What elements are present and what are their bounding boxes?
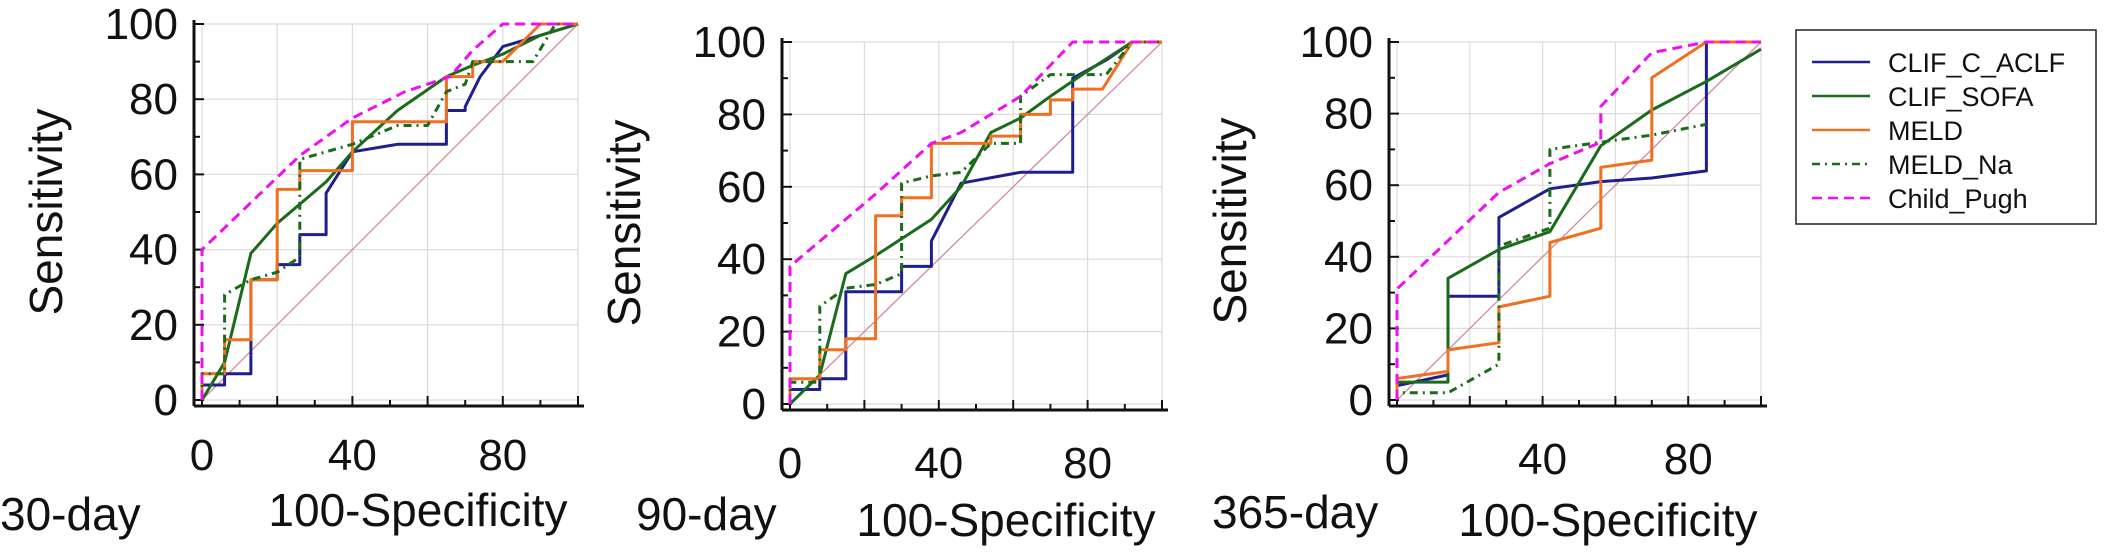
y-tick-label: 0 bbox=[1349, 376, 1373, 425]
series-line-MELD_Na bbox=[1395, 122, 1707, 400]
y-tick-label: 20 bbox=[1324, 304, 1373, 353]
series-line-MELD_Na bbox=[788, 40, 1162, 404]
series-line-MELD_Na bbox=[200, 22, 578, 400]
series-line-MELD bbox=[788, 40, 1162, 404]
legend-label-Child_Pugh: Child_Pugh bbox=[1888, 184, 2028, 214]
reference-diagonal bbox=[789, 41, 1163, 405]
series-line-CLIF_C_ACLF bbox=[1395, 40, 1761, 400]
y-tick-label: 100 bbox=[105, 0, 178, 49]
series-line-CLIF_SOFA bbox=[1395, 47, 1762, 400]
grid-lines bbox=[201, 23, 579, 401]
legend-label-CLIF_SOFA: CLIF_SOFA bbox=[1888, 82, 2034, 112]
roc-panel-90-day: 0 20 40 60 80 100 0 40 80 Sensitivity 100-Specific… bbox=[598, 18, 1168, 546]
series-line-Child_Pugh bbox=[200, 22, 578, 400]
y-tick-label: 60 bbox=[1324, 161, 1373, 210]
x-tick-label: 40 bbox=[1518, 435, 1567, 484]
y-tick-label: 100 bbox=[693, 18, 766, 67]
x-tick-label: 40 bbox=[914, 439, 963, 488]
series-line-CLIF_C_ACLF bbox=[200, 22, 579, 400]
x-tick-label: 80 bbox=[1664, 435, 1713, 484]
y-tick-label: 0 bbox=[154, 376, 178, 425]
series-line-Child_Pugh bbox=[1395, 40, 1761, 400]
roc-panel-30-day: 0 20 40 60 80 100 0 40 80 Sensitivity 100-Specific… bbox=[0, 0, 584, 540]
legend-label-MELD_Na: MELD_Na bbox=[1888, 150, 2014, 180]
period-label: 365-day bbox=[1212, 486, 1378, 538]
y-axis-label: Sensitivity bbox=[20, 108, 72, 315]
y-axis-label: Sensitivity bbox=[1204, 117, 1256, 324]
y-tick-label: 20 bbox=[129, 301, 178, 350]
reference-diagonal bbox=[201, 23, 579, 401]
x-tick-label: 40 bbox=[328, 431, 377, 480]
x-tick-label: 80 bbox=[478, 431, 527, 480]
y-tick-label: 80 bbox=[717, 90, 766, 139]
series-line-MELD bbox=[1395, 40, 1761, 400]
series-line-Child_Pugh bbox=[788, 40, 1162, 404]
y-tick-label: 40 bbox=[129, 226, 178, 275]
x-tick-label: 0 bbox=[778, 439, 802, 488]
series-line-MELD bbox=[200, 22, 578, 400]
reference-diagonal bbox=[1396, 41, 1762, 401]
period-label: 30-day bbox=[0, 488, 141, 540]
x-axis-label: 100-Specificity bbox=[856, 494, 1155, 546]
x-tick-label: 0 bbox=[1385, 435, 1409, 484]
y-tick-label: 60 bbox=[717, 163, 766, 212]
y-tick-label: 40 bbox=[1324, 233, 1373, 282]
y-tick-label: 40 bbox=[717, 235, 766, 284]
x-tick-label: 80 bbox=[1063, 439, 1112, 488]
y-tick-label: 80 bbox=[129, 75, 178, 124]
x-axis-label: 100-Specificity bbox=[1458, 494, 1757, 546]
y-tick-label: 60 bbox=[129, 150, 178, 199]
y-tick-label: 80 bbox=[1324, 90, 1373, 139]
y-tick-label: 0 bbox=[742, 380, 766, 429]
y-axis-label: Sensitivity bbox=[598, 119, 650, 326]
y-tick-label: 20 bbox=[717, 308, 766, 357]
y-tick-label: 100 bbox=[1300, 18, 1373, 67]
legend: CLIF_C_ACLF CLIF_SOFA MELD MELD_Na Child_Pug… bbox=[1795, 29, 2097, 225]
x-axis-label: 100-Specificity bbox=[268, 484, 567, 536]
x-tick-label: 0 bbox=[190, 431, 214, 480]
legend-label-MELD: MELD bbox=[1888, 116, 1963, 146]
legend-label-CLIF_C_ACLF: CLIF_C_ACLF bbox=[1888, 48, 2065, 78]
roc-panel-365-day: 0 20 40 60 80 100 0 40 80 Sensitivity 100-Specific… bbox=[1204, 18, 1767, 546]
period-label: 90-day bbox=[636, 488, 777, 540]
